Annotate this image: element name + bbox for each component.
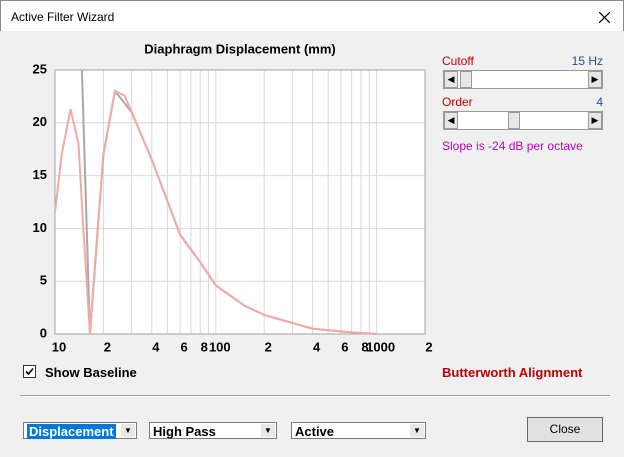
check-mark: [25, 367, 34, 376]
dropdown[interactable]: Displacement ▼: [23, 422, 137, 439]
plot-border: [54, 69, 426, 335]
dropdown[interactable]: High Pass ▼: [149, 422, 277, 439]
y-tick-label: 5: [40, 273, 47, 288]
x-tick-label: 2: [104, 339, 111, 354]
cutoff-value: 15 Hz: [571, 54, 603, 68]
close-button-label: Close: [549, 422, 581, 436]
y-tick-label: 25: [33, 61, 47, 76]
chart-title: Diaphragm Displacement (mm): [144, 41, 335, 56]
x-tick-label: 2: [265, 339, 272, 354]
dropdown-text: High Pass: [153, 424, 216, 439]
baseline-checkbox[interactable]: [23, 365, 36, 378]
x-tick-label: 4: [313, 339, 321, 354]
order-value: 4: [596, 95, 603, 109]
x-tick-label: 8: [361, 339, 368, 354]
y-tick-label: 0: [40, 325, 47, 340]
order-label: Order: [442, 95, 473, 109]
plot-area: [55, 70, 425, 334]
separator: [20, 395, 610, 397]
x-tick-label: 100: [209, 339, 231, 354]
x-tick-label: 8: [201, 339, 208, 354]
slope-text: Slope is -24 dB per octave: [442, 139, 583, 153]
close-icon[interactable]: [599, 12, 610, 23]
x-tick-label: 6: [181, 339, 188, 354]
data-line: [54, 89, 377, 335]
x-tick-label: 4: [152, 339, 160, 354]
x-tick-label: 10: [52, 339, 66, 354]
cutoff-slider[interactable]: ◀ ▶: [443, 70, 603, 89]
dropdown-arrow: ▼: [121, 424, 135, 437]
y-tick-label: 15: [33, 167, 47, 182]
x-tick-label: 6: [341, 339, 348, 354]
dropdown-text: Active: [295, 424, 335, 439]
x-tick-label: 1000: [366, 339, 395, 354]
y-tick-label: 20: [33, 114, 47, 129]
window-title: Active Filter Wizard: [11, 10, 115, 24]
order-slider[interactable]: ◀ ▶: [443, 111, 603, 130]
chart: Diaphragm Displacement (mm) 10 2 4 6 8 100 2 4 6…: [33, 41, 433, 354]
dropdown-arrow: ▼: [410, 424, 424, 437]
x-tick-label: 2: [425, 339, 432, 354]
dropdown-text: Displacement: [27, 424, 116, 439]
cutoff-label: Cutoff: [442, 54, 474, 68]
close-button[interactable]: Close: [527, 417, 603, 442]
baseline-label[interactable]: Show Baseline: [45, 365, 137, 380]
dropdown[interactable]: Active ▼: [291, 422, 426, 439]
alignment-text: Butterworth Alignment: [442, 365, 583, 380]
title-bar: Active Filter Wizard: [0, 0, 624, 31]
y-tick-label: 10: [33, 220, 47, 235]
dropdown-arrow: ▼: [261, 424, 275, 437]
